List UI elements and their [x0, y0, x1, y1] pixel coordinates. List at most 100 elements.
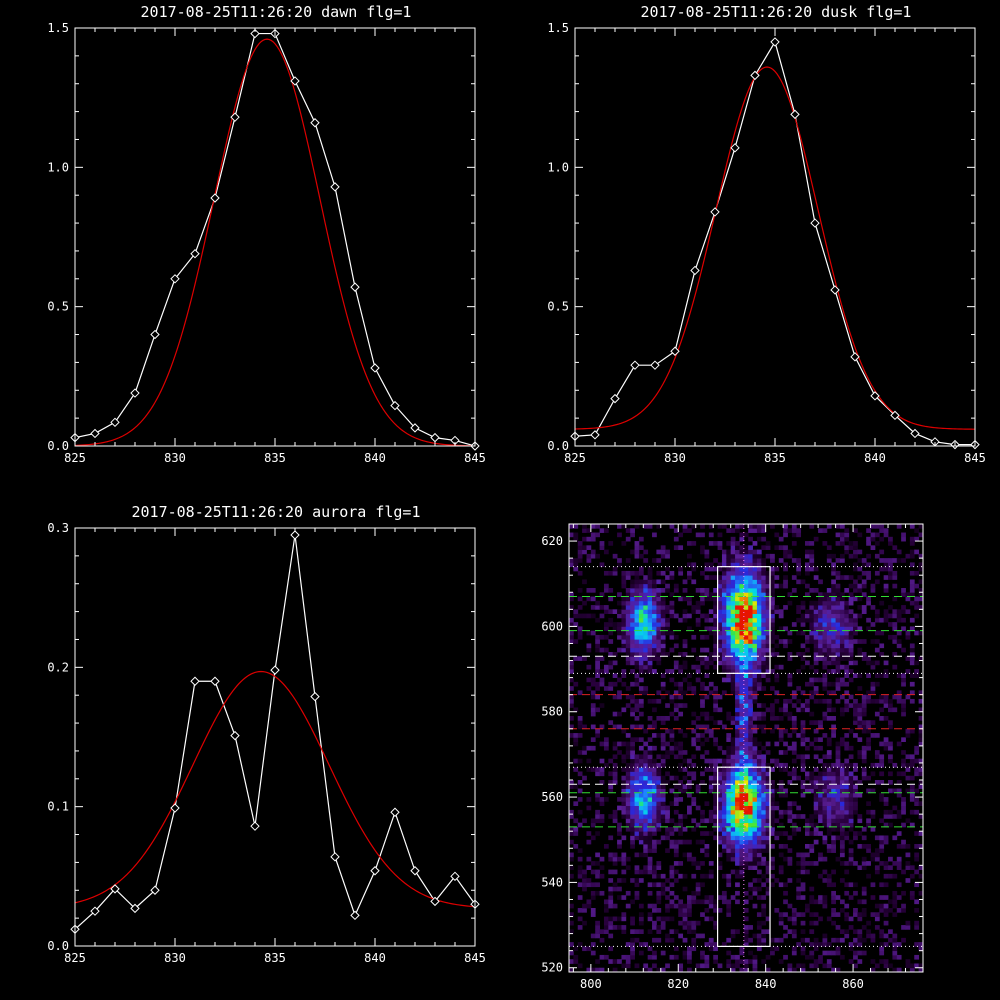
heatmap-cell [844, 609, 850, 614]
heatmap-cell [656, 600, 662, 606]
heatmap-cell [735, 575, 740, 580]
heatmap-cell [612, 673, 618, 678]
heatmap-cell [809, 775, 815, 781]
heatmap-cell [783, 728, 788, 734]
heatmap-cell [774, 831, 780, 836]
heatmap-cell [831, 570, 836, 576]
heatmap-cell [752, 630, 758, 636]
heatmap-cell [844, 831, 850, 836]
heatmap-cell [770, 797, 775, 802]
heatmap-cell [800, 617, 806, 623]
data-point [270, 665, 280, 675]
heatmap-cell [713, 954, 718, 960]
heatmap-cell [866, 553, 871, 559]
heatmap-cell [809, 549, 815, 555]
heatmap-cell [695, 745, 701, 751]
heatmap-cell [695, 890, 701, 896]
heatmap-cell [861, 570, 867, 576]
heatmap-cell [748, 826, 753, 832]
heatmap-cell [708, 541, 714, 546]
heatmap-cell [831, 562, 836, 568]
heatmap-cell [656, 792, 662, 798]
heatmap-cell [673, 583, 679, 589]
heatmap-cell [813, 822, 819, 828]
heatmap-cell [612, 660, 618, 666]
heatmap-cell [630, 788, 635, 794]
heatmap-cell [735, 639, 740, 644]
heatmap-cell [634, 852, 640, 858]
heatmap-cell [883, 942, 889, 947]
heatmap-cell [874, 963, 880, 969]
heatmap-cell [752, 728, 758, 734]
heatmap-cell [778, 784, 784, 789]
heatmap-cell [839, 741, 845, 747]
heatmap-cell [647, 524, 653, 529]
heatmap-cell [621, 583, 627, 589]
heatmap-cell [652, 643, 657, 649]
heatmap-cell [599, 780, 605, 785]
heatmap-cell [739, 681, 745, 687]
heatmap-cell [582, 528, 587, 533]
heatmap-cell [905, 669, 911, 674]
heatmap-cell [848, 626, 854, 632]
heatmap-cell [805, 903, 810, 909]
heatmap-cell [905, 925, 911, 930]
heatmap-cell [831, 583, 836, 589]
heatmap-cell [835, 745, 841, 751]
heatmap-cell [809, 920, 815, 926]
heatmap-cell [647, 664, 653, 670]
heatmap-cell [761, 634, 767, 640]
heatmap-cell [599, 937, 605, 943]
heatmap-cell [678, 545, 684, 550]
heatmap-cell [569, 826, 574, 832]
heatmap-cell [765, 886, 771, 892]
heatmap-cell [590, 950, 596, 956]
heatmap-cell [743, 750, 749, 755]
heatmap-cell [778, 920, 784, 926]
heatmap-cell [914, 583, 920, 589]
heatmap-cell [721, 600, 727, 606]
heatmap-cell [901, 809, 906, 815]
heatmap-cell [905, 963, 911, 969]
heatmap-cell [638, 579, 644, 585]
heatmap-cell [857, 831, 863, 836]
heatmap-cell [831, 809, 836, 815]
heatmap-cell [700, 570, 705, 576]
heatmap-cell [691, 605, 697, 610]
heatmap-cell [743, 775, 749, 781]
heatmap-cell [748, 652, 753, 657]
heatmap-cell [839, 677, 845, 683]
heatmap-cell [853, 660, 858, 666]
heatmap-cell [743, 792, 749, 798]
heatmap-cell [831, 920, 836, 926]
heatmap-cell [669, 775, 675, 781]
heatmap-cell [708, 814, 714, 819]
heatmap-cell [826, 716, 832, 721]
heatmap-cell [743, 669, 749, 674]
heatmap-cell [892, 895, 898, 900]
heatmap-cell [844, 703, 850, 708]
heatmap-cell [844, 626, 850, 632]
heatmap-cell [586, 831, 592, 836]
heatmap-cell [839, 797, 845, 802]
heatmap-cell [879, 698, 885, 704]
heatmap-cell [883, 575, 889, 580]
heatmap-cell [800, 784, 806, 789]
heatmap-cell [892, 652, 898, 657]
heatmap-cell [739, 609, 745, 614]
heatmap-cell [739, 950, 745, 956]
heatmap-cell [735, 890, 740, 896]
heatmap-cell [844, 698, 850, 704]
heatmap-cell [704, 686, 710, 691]
heatmap-cell [835, 750, 841, 755]
heatmap-cell [809, 942, 815, 947]
heatmap-cell [730, 826, 736, 832]
heatmap-cell [796, 733, 802, 738]
heatmap-cell [590, 942, 596, 947]
heatmap-cell [796, 826, 802, 832]
heatmap-cell [586, 613, 592, 619]
heatmap-cell [853, 788, 858, 794]
heatmap-cell [595, 553, 600, 559]
heatmap-cell [905, 775, 911, 781]
heatmap-cell [783, 566, 788, 572]
